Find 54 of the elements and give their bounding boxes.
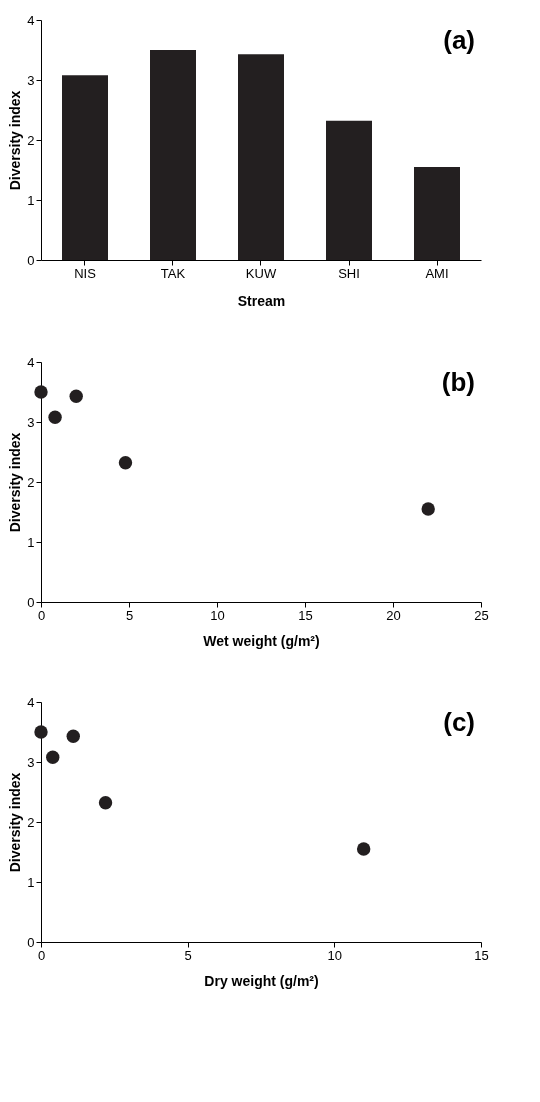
- bar: [62, 75, 108, 260]
- annotation: (a): [443, 25, 475, 55]
- point: [66, 729, 80, 743]
- y-tick-label: 3: [27, 754, 35, 770]
- y-tick-label: 2: [27, 132, 35, 148]
- x-tick-label: 0: [37, 607, 46, 623]
- y-axis-title: Diversity index: [7, 772, 24, 873]
- point: [421, 502, 435, 516]
- y-axis-title: Diversity index: [7, 90, 24, 191]
- x-tick-label: SHI: [338, 265, 360, 281]
- bar: [238, 54, 284, 260]
- y-axis-title: Diversity index: [7, 432, 24, 533]
- x-tick-label: NIS: [74, 265, 97, 281]
- y-tick-label: 1: [27, 192, 35, 208]
- x-tick-label: 0: [37, 947, 46, 963]
- y-tick-label: 2: [27, 474, 35, 490]
- point: [34, 385, 48, 399]
- x-tick-label: KUW: [245, 265, 277, 281]
- x-tick-label: 5: [184, 947, 192, 963]
- x-tick-label: 25: [474, 607, 489, 623]
- bar: [414, 167, 460, 260]
- x-tick-label: 15: [298, 607, 313, 623]
- y-tick-label: 4: [27, 12, 35, 28]
- x-axis-title: Stream: [237, 292, 286, 309]
- y-tick-label: 3: [27, 414, 35, 430]
- y-tick-label: 0: [27, 594, 35, 610]
- x-axis-title: Wet weight (g/m²): [203, 632, 320, 649]
- point: [48, 410, 62, 424]
- y-tick-label: 4: [27, 354, 35, 370]
- annotation: (c): [443, 707, 475, 737]
- x-tick-label: 5: [125, 607, 134, 623]
- x-tick-label: 10: [210, 607, 225, 623]
- x-axis-title: Dry weight (g/m²): [204, 972, 319, 989]
- y-tick-label: 1: [27, 874, 35, 890]
- point: [69, 389, 83, 403]
- bar: [326, 120, 372, 260]
- y-tick-label: 3: [27, 72, 35, 88]
- y-tick-label: 1: [27, 534, 35, 550]
- y-tick-label: 4: [27, 694, 35, 710]
- annotation: (b): [441, 367, 475, 397]
- y-tick-label: 2: [27, 814, 35, 830]
- x-tick-label: TAK: [160, 265, 186, 281]
- y-tick-label: 0: [27, 252, 35, 268]
- point: [46, 750, 60, 764]
- point: [356, 842, 371, 856]
- bar: [150, 50, 196, 260]
- y-tick-label: 0: [27, 934, 35, 950]
- x-tick-label: AMI: [425, 265, 449, 281]
- point: [98, 796, 113, 810]
- point: [34, 725, 48, 739]
- x-tick-label: 15: [474, 947, 489, 963]
- x-tick-label: 20: [386, 607, 401, 623]
- point: [118, 456, 133, 470]
- x-tick-label: 10: [327, 947, 343, 963]
